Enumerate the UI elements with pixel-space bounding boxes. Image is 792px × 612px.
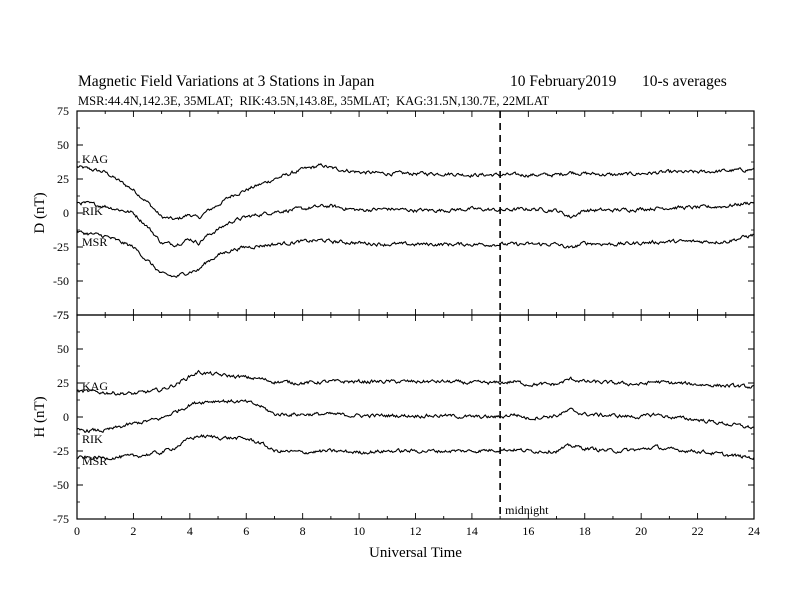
series-label-H-rik: RIK — [82, 432, 103, 446]
series-line-H-msr — [76, 434, 755, 461]
series-label-D-msr: MSR — [82, 235, 107, 249]
y-tick-label-D: 75 — [57, 104, 69, 118]
y-tick-label-H: 25 — [57, 376, 69, 390]
chart-averaging: 10-s averages — [642, 73, 727, 90]
x-tick-label: 2 — [130, 524, 136, 538]
y-tick-label-D: -25 — [53, 240, 69, 254]
y-tick-label-D: 0 — [63, 206, 69, 220]
x-tick-label: 10 — [353, 524, 365, 538]
series-label-D-kag: KAG — [82, 152, 108, 166]
x-tick-label: 22 — [692, 524, 704, 538]
station-coordinates: MSR:44.4N,142.3E, 35MLAT; RIK:43.5N,143.… — [78, 94, 550, 108]
panel-frame-H — [76, 314, 755, 520]
midnight-label: midnight — [505, 503, 549, 517]
y-tick-label-H: 50 — [57, 342, 69, 356]
x-tick-label: 0 — [74, 524, 80, 538]
series-label-H-kag: KAG — [82, 379, 108, 393]
x-tick-label: 16 — [522, 524, 534, 538]
x-axis-label: Universal Time — [369, 545, 462, 561]
y-tick-label-D: -50 — [53, 274, 69, 288]
x-tick-label: 24 — [748, 524, 760, 538]
y-tick-label-H: -25 — [53, 444, 69, 458]
series-line-H-kag — [76, 369, 755, 396]
x-tick-label: 12 — [410, 524, 422, 538]
panel-frame-D — [76, 110, 755, 316]
x-tick-label: 14 — [466, 524, 478, 538]
y-tick-label-D: -75 — [53, 308, 69, 322]
chart-title: Magnetic Field Variations at 3 Stations … — [78, 73, 375, 90]
chart-date: 10 February2019 — [510, 73, 617, 90]
y-axis-label-H: H (nT) — [32, 396, 48, 437]
series-line-D-msr — [76, 230, 755, 278]
series-line-D-kag — [76, 162, 755, 221]
series-line-H-rik — [76, 398, 755, 434]
y-tick-label-H: -50 — [53, 478, 69, 492]
y-tick-label-D: 25 — [57, 172, 69, 186]
series-label-H-msr: MSR — [82, 454, 107, 468]
series-line-D-rik — [76, 200, 755, 248]
x-tick-label: 8 — [300, 524, 306, 538]
y-tick-label-H: 75 — [57, 308, 69, 322]
series-label-D-rik: RIK — [82, 204, 103, 218]
x-tick-label: 20 — [635, 524, 647, 538]
x-tick-label: 4 — [187, 524, 193, 538]
y-tick-label-H: -75 — [53, 512, 69, 526]
y-tick-label-D: 50 — [57, 138, 69, 152]
x-tick-label: 18 — [579, 524, 591, 538]
y-axis-label-D: D (nT) — [32, 192, 48, 233]
y-tick-label-H: 0 — [63, 410, 69, 424]
x-tick-label: 6 — [243, 524, 249, 538]
